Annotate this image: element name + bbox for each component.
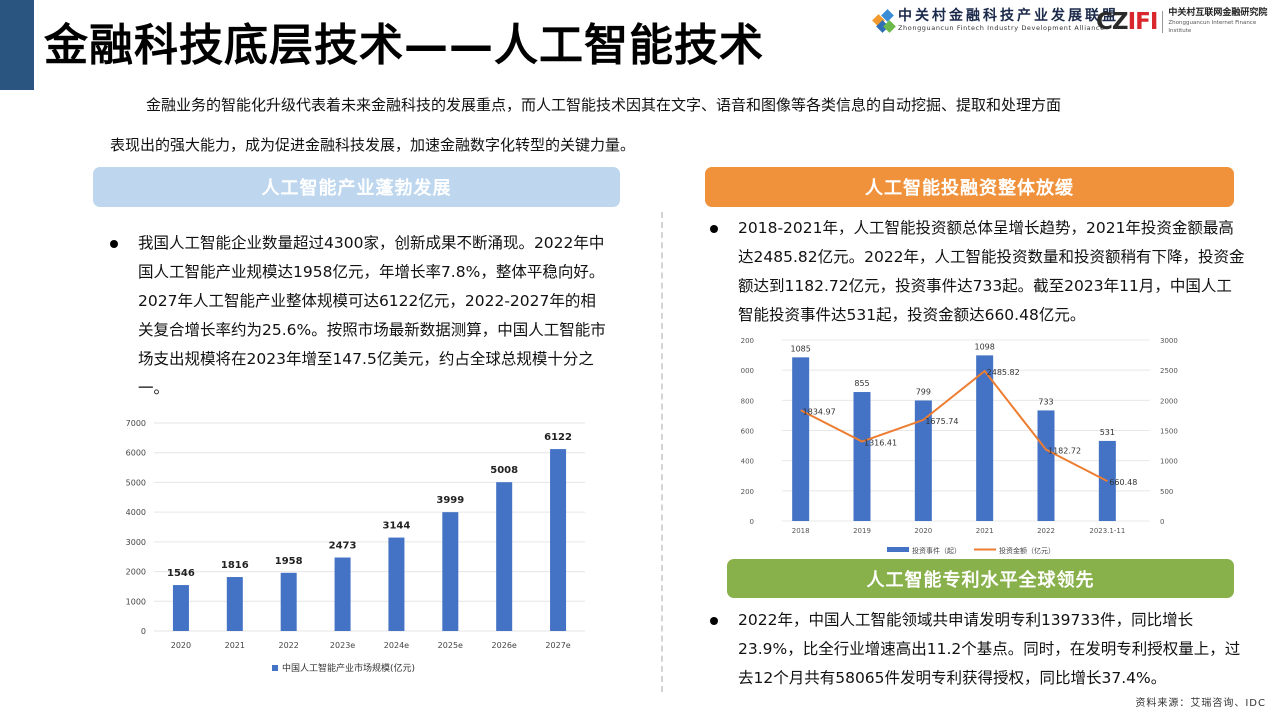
- svg-text:5000: 5000: [126, 478, 146, 487]
- source-note: 资料来源：艾瑞咨询、IDC: [1135, 698, 1266, 709]
- svg-text:投资金额（亿元）: 投资金额（亿元）: [999, 546, 1055, 555]
- svg-text:2000: 2000: [1160, 397, 1178, 405]
- czifi-separator: [1162, 10, 1164, 33]
- bullet-text: 2022年，中国人工智能领域共申请发明专利139733件，同比增长23.9%，比…: [738, 611, 1241, 687]
- svg-text:1085: 1085: [790, 344, 810, 353]
- czifi-mark: CZIFI: [1096, 8, 1158, 35]
- svg-text:3000: 3000: [126, 538, 146, 547]
- fintech-alliance-logo: 中关村金融科技产业发展联盟 Zhongguancun Fintech Indus…: [872, 8, 1119, 33]
- bar: [442, 512, 459, 631]
- bullet-ai-industry: 我国人工智能企业数量超过4300家，创新成果不断涌现。2022年中国人工智能产业…: [110, 229, 610, 403]
- czifi-name-cn: 中关村互联网金融研究院: [1168, 8, 1268, 18]
- svg-text:2485.82: 2485.82: [987, 368, 1020, 377]
- svg-text:1958: 1958: [275, 556, 303, 567]
- svg-text:6000: 6000: [126, 449, 146, 458]
- fintech-alliance-name-en: Zhongguancun Fintech Industry Developmen…: [898, 24, 1105, 32]
- bar: [550, 449, 567, 631]
- svg-text:2025e: 2025e: [438, 641, 463, 650]
- svg-text:1200: 1200: [740, 337, 754, 345]
- market-size-bar-chart: 0 1000 2000 3000 4000 5000 6000 7000 1546 2020 181…: [110, 410, 590, 680]
- svg-text:2021: 2021: [976, 527, 994, 535]
- bullet-text: 2018-2021年，人工智能投资额总体呈增长趋势，2021年投资金额最高达24…: [738, 219, 1245, 324]
- svg-text:1316.41: 1316.41: [864, 439, 897, 448]
- section-header-ai-investment: 人工智能投融资整体放缓: [705, 167, 1234, 207]
- svg-text:3144: 3144: [383, 521, 411, 532]
- intro-line-1: 金融业务的智能化升级代表着未来金融科技的发展重点，而人工智能技术因其在文字、语音…: [146, 96, 1062, 114]
- svg-text:733: 733: [1038, 397, 1053, 406]
- svg-text:6122: 6122: [544, 432, 572, 443]
- svg-text:2023e: 2023e: [330, 641, 355, 650]
- investment-chart-svg: 0 200 400 600 800 1000 1200 0 500 1000 1500 2000 250…: [736, 337, 1178, 555]
- svg-text:2020: 2020: [171, 641, 191, 650]
- bullet-dot-icon: [710, 617, 718, 625]
- svg-text:4000: 4000: [126, 508, 146, 517]
- svg-text:1675.74: 1675.74: [925, 417, 958, 426]
- svg-text:600: 600: [741, 428, 754, 436]
- intro-line-2: 表现出的强大能力，成为促进金融科技发展，加速金融数字化转型的关键力量。: [110, 136, 636, 154]
- svg-text:1182.72: 1182.72: [1048, 447, 1081, 456]
- czifi-logo: CZIFI 中关村互联网金融研究院 Zhongguancun Internet …: [1096, 8, 1280, 35]
- svg-text:3999: 3999: [436, 495, 464, 506]
- svg-text:0: 0: [1160, 518, 1164, 526]
- svg-text:1500: 1500: [1160, 428, 1178, 436]
- fintech-alliance-name-cn: 中关村金融科技产业发展联盟: [898, 8, 1119, 24]
- bullet-dot-icon: [110, 240, 118, 248]
- bar: [496, 482, 513, 631]
- svg-text:2020: 2020: [914, 527, 932, 535]
- czifi-name-en: Zhongguancun Internet Finance Institute: [1168, 20, 1257, 34]
- title-accent-block: [0, 0, 34, 90]
- svg-text:799: 799: [916, 387, 931, 396]
- bullet-text: 我国人工智能企业数量超过4300家，创新成果不断涌现。2022年中国人工智能产业…: [138, 234, 606, 397]
- svg-text:2024e: 2024e: [384, 641, 409, 650]
- svg-text:2026e: 2026e: [492, 641, 517, 650]
- investment-combo-chart: 0 200 400 600 800 1000 1200 0 500 1000 1500 2000 250…: [736, 330, 1200, 560]
- svg-text:855: 855: [854, 379, 869, 388]
- svg-text:2500: 2500: [1160, 367, 1178, 375]
- svg-text:660.48: 660.48: [1109, 478, 1137, 487]
- svg-text:1834.97: 1834.97: [803, 407, 836, 416]
- svg-text:2022: 2022: [279, 641, 299, 650]
- svg-text:0: 0: [141, 627, 146, 636]
- svg-text:1000: 1000: [740, 367, 754, 375]
- svg-text:1546: 1546: [167, 568, 195, 579]
- svg-text:2022: 2022: [1037, 527, 1055, 535]
- svg-text:1000: 1000: [1160, 458, 1178, 466]
- svg-text:531: 531: [1100, 428, 1115, 437]
- svg-text:400: 400: [741, 458, 754, 466]
- svg-text:1098: 1098: [974, 342, 994, 351]
- svg-text:2019: 2019: [853, 527, 871, 535]
- bullet-dot-icon: [710, 225, 718, 233]
- bar: [388, 537, 405, 631]
- bullet-ai-investment: 2018-2021年，人工智能投资额总体呈增长趋势，2021年投资金额最高达24…: [710, 214, 1245, 330]
- svg-text:800: 800: [741, 397, 754, 405]
- svg-text:3000: 3000: [1160, 337, 1178, 345]
- section-header-ai-industry: 人工智能产业蓬勃发展: [93, 167, 620, 207]
- bar: [226, 577, 243, 631]
- svg-text:500: 500: [1160, 488, 1173, 496]
- bullet-ai-patents: 2022年，中国人工智能领域共申请发明专利139733件，同比增长23.9%，比…: [710, 606, 1245, 693]
- fintech-alliance-mark-icon: [872, 8, 896, 33]
- svg-text:2000: 2000: [126, 568, 146, 577]
- svg-text:2023.1-11: 2023.1-11: [1089, 527, 1125, 535]
- vertical-dashed-divider: [661, 212, 663, 692]
- svg-text:2018: 2018: [792, 527, 810, 535]
- bar: [334, 557, 351, 631]
- svg-text:7000: 7000: [126, 419, 146, 428]
- svg-text:1816: 1816: [221, 560, 249, 571]
- svg-text:200: 200: [741, 488, 754, 496]
- svg-text:5008: 5008: [490, 465, 518, 476]
- svg-text:投资事件（起）: 投资事件（起）: [912, 546, 961, 555]
- svg-text:2021: 2021: [225, 641, 245, 650]
- svg-text:2473: 2473: [329, 541, 357, 552]
- market-size-chart-svg: 0 1000 2000 3000 4000 5000 6000 7000 1546 2020 181…: [126, 419, 585, 674]
- section-header-ai-patents: 人工智能专利水平全球领先: [727, 559, 1234, 598]
- intro-paragraph: 金融业务的智能化升级代表着未来金融科技的发展重点，而人工智能技术因其在文字、语音…: [110, 85, 1170, 165]
- svg-text:0: 0: [750, 518, 754, 526]
- page-title: 金融科技底层技术——人工智能技术: [44, 20, 764, 71]
- svg-text:中国人工智能产业市场规模(亿元): 中国人工智能产业市场规模(亿元): [282, 662, 415, 674]
- svg-text:2027e: 2027e: [545, 641, 570, 650]
- svg-text:1000: 1000: [126, 597, 146, 606]
- bar: [280, 572, 297, 631]
- bar: [172, 585, 189, 631]
